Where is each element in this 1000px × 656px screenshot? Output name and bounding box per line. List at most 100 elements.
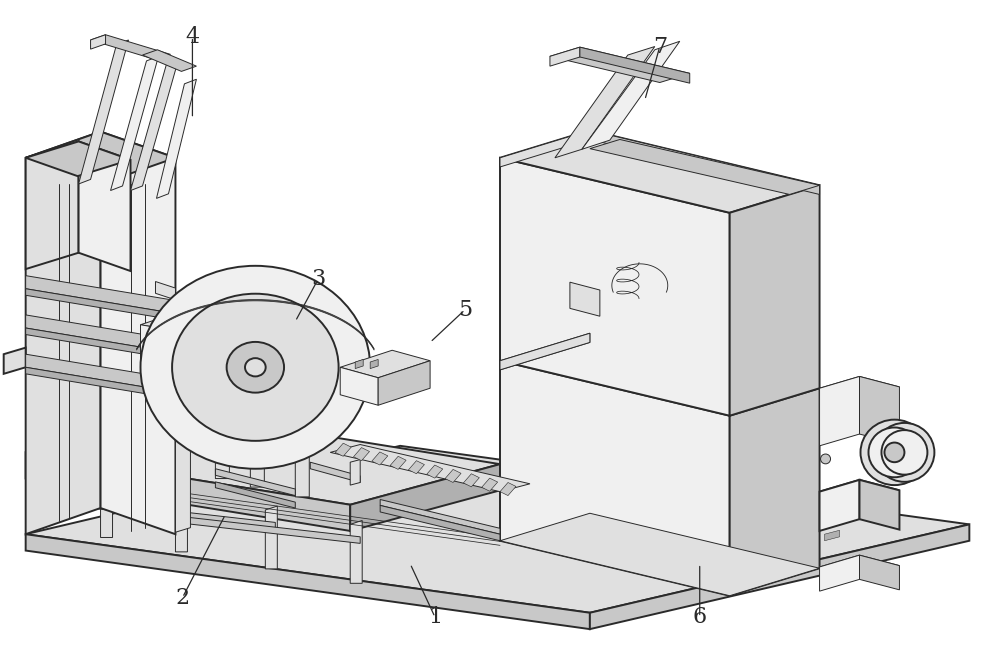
Text: 2: 2 — [175, 586, 190, 609]
Polygon shape — [820, 480, 899, 502]
Polygon shape — [500, 333, 820, 416]
Polygon shape — [91, 35, 170, 60]
Polygon shape — [860, 555, 899, 590]
Polygon shape — [175, 395, 350, 432]
Polygon shape — [155, 360, 175, 379]
Polygon shape — [354, 447, 370, 461]
Polygon shape — [350, 520, 362, 583]
Polygon shape — [79, 142, 131, 271]
Polygon shape — [350, 464, 500, 531]
Ellipse shape — [884, 443, 904, 462]
Ellipse shape — [821, 454, 831, 464]
Polygon shape — [820, 377, 860, 446]
Ellipse shape — [881, 430, 927, 475]
Polygon shape — [111, 56, 158, 190]
Polygon shape — [91, 501, 275, 529]
Polygon shape — [26, 367, 175, 399]
Polygon shape — [26, 453, 350, 531]
Polygon shape — [175, 407, 190, 532]
Ellipse shape — [172, 294, 339, 441]
Polygon shape — [175, 412, 295, 446]
Text: 4: 4 — [185, 26, 199, 48]
Polygon shape — [730, 388, 820, 596]
Polygon shape — [26, 412, 500, 504]
Polygon shape — [141, 325, 290, 397]
Polygon shape — [175, 489, 187, 552]
Polygon shape — [570, 282, 600, 316]
Ellipse shape — [874, 423, 934, 482]
Ellipse shape — [868, 428, 920, 478]
Polygon shape — [463, 474, 479, 487]
Polygon shape — [820, 555, 899, 577]
Polygon shape — [26, 446, 969, 613]
Polygon shape — [265, 506, 277, 569]
Polygon shape — [26, 276, 175, 314]
Polygon shape — [860, 377, 899, 445]
Polygon shape — [26, 534, 590, 629]
Polygon shape — [500, 333, 590, 370]
Polygon shape — [500, 361, 730, 596]
Polygon shape — [580, 47, 690, 83]
Polygon shape — [590, 140, 820, 194]
Polygon shape — [590, 524, 969, 629]
Polygon shape — [156, 79, 196, 198]
Polygon shape — [142, 50, 196, 72]
Polygon shape — [215, 415, 229, 479]
Text: 5: 5 — [458, 298, 472, 321]
Polygon shape — [370, 359, 378, 369]
Polygon shape — [372, 452, 388, 465]
Polygon shape — [335, 443, 351, 457]
Polygon shape — [820, 480, 860, 531]
Polygon shape — [175, 516, 360, 543]
Polygon shape — [26, 328, 175, 359]
Polygon shape — [427, 465, 443, 478]
Polygon shape — [860, 480, 899, 529]
Polygon shape — [340, 350, 430, 378]
Polygon shape — [380, 499, 500, 534]
Ellipse shape — [227, 342, 284, 393]
Polygon shape — [825, 530, 840, 541]
Polygon shape — [555, 47, 655, 158]
Polygon shape — [550, 47, 690, 83]
Polygon shape — [582, 41, 680, 150]
Polygon shape — [820, 555, 860, 591]
Polygon shape — [550, 47, 580, 66]
Text: 6: 6 — [693, 606, 707, 628]
Text: 1: 1 — [428, 606, 442, 628]
Polygon shape — [408, 461, 424, 474]
Polygon shape — [131, 60, 178, 190]
Polygon shape — [215, 482, 295, 508]
Polygon shape — [355, 359, 363, 369]
Polygon shape — [155, 281, 175, 300]
Polygon shape — [340, 367, 378, 405]
Polygon shape — [500, 158, 730, 416]
Polygon shape — [378, 361, 430, 405]
Polygon shape — [330, 445, 530, 491]
Polygon shape — [155, 321, 175, 339]
Polygon shape — [26, 315, 175, 353]
Polygon shape — [310, 462, 360, 483]
Polygon shape — [590, 131, 820, 194]
Polygon shape — [91, 35, 106, 49]
Polygon shape — [295, 434, 309, 497]
Polygon shape — [79, 40, 129, 184]
Polygon shape — [26, 132, 175, 184]
Polygon shape — [390, 457, 406, 470]
Polygon shape — [101, 132, 175, 534]
Polygon shape — [215, 469, 295, 495]
Polygon shape — [350, 460, 360, 485]
Polygon shape — [141, 308, 340, 351]
Ellipse shape — [245, 358, 266, 377]
Polygon shape — [500, 333, 590, 370]
Polygon shape — [500, 483, 516, 495]
Polygon shape — [250, 424, 264, 487]
Polygon shape — [380, 505, 500, 541]
Polygon shape — [26, 132, 101, 534]
Polygon shape — [101, 475, 113, 537]
Polygon shape — [500, 131, 820, 213]
Polygon shape — [445, 470, 461, 483]
Polygon shape — [500, 131, 590, 167]
Polygon shape — [500, 513, 820, 596]
Polygon shape — [26, 289, 175, 320]
Polygon shape — [730, 185, 820, 416]
